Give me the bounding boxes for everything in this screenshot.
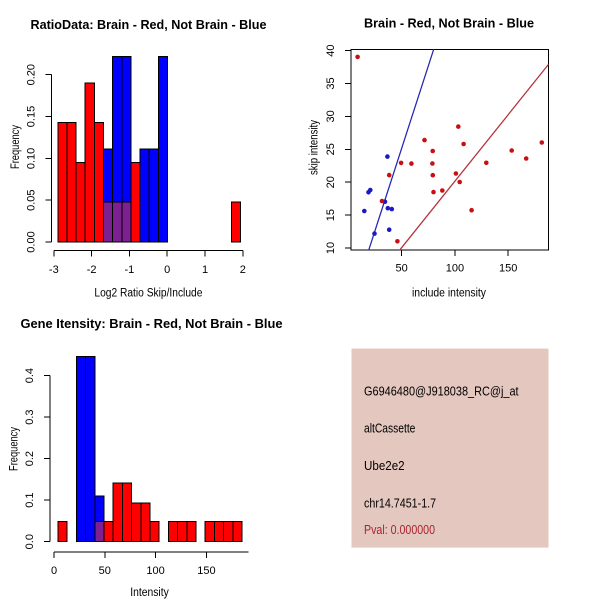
svg-text:150: 150 — [197, 565, 215, 577]
svg-text:100: 100 — [146, 565, 164, 577]
svg-text:0.10: 0.10 — [26, 148, 38, 169]
svg-text:Pval: 0.000000: Pval: 0.000000 — [364, 523, 435, 537]
svg-text:include intensity: include intensity — [412, 287, 486, 299]
svg-text:20: 20 — [325, 176, 337, 188]
svg-text:25: 25 — [325, 143, 337, 155]
svg-text:0.15: 0.15 — [26, 106, 38, 127]
svg-text:Gene Itensity: Brain - Red, No: Gene Itensity: Brain - Red, Not Brain - … — [21, 316, 283, 331]
svg-text:0.20: 0.20 — [26, 64, 38, 85]
svg-text:Intensity: Intensity — [130, 587, 169, 599]
svg-text:RatioData: Brain - Red, Not Br: RatioData: Brain - Red, Not Brain - Blue — [31, 17, 267, 32]
svg-text:Log2 Ratio Skip/Include: Log2 Ratio Skip/Include — [94, 288, 202, 300]
svg-text:100: 100 — [446, 263, 464, 275]
svg-text:Brain - Red, Not Brain - Blue: Brain - Red, Not Brain - Blue — [364, 16, 534, 31]
svg-text:1: 1 — [202, 264, 208, 276]
svg-text:30: 30 — [325, 110, 337, 122]
svg-text:-2: -2 — [87, 264, 97, 276]
svg-text:35: 35 — [325, 77, 337, 89]
svg-text:40: 40 — [325, 44, 337, 56]
svg-text:Ube2e2: Ube2e2 — [364, 459, 405, 473]
svg-text:0: 0 — [51, 565, 57, 577]
svg-text:0.2: 0.2 — [24, 451, 36, 466]
svg-text:50: 50 — [395, 263, 407, 275]
svg-text:0.4: 0.4 — [24, 368, 36, 383]
svg-text:-3: -3 — [49, 264, 59, 276]
svg-text:Frequency: Frequency — [10, 125, 22, 169]
svg-text:0.0: 0.0 — [24, 534, 36, 549]
svg-text:15: 15 — [325, 209, 337, 221]
svg-text:10: 10 — [325, 242, 337, 254]
svg-text:Frequency: Frequency — [9, 427, 21, 471]
svg-text:chr14.7451-1.7: chr14.7451-1.7 — [364, 496, 436, 510]
svg-text:50: 50 — [99, 565, 111, 577]
svg-text:skip intensity: skip intensity — [309, 120, 321, 175]
svg-text:2: 2 — [240, 264, 246, 276]
svg-text:0.00: 0.00 — [26, 231, 38, 252]
svg-text:altCassette: altCassette — [364, 422, 415, 436]
svg-text:0.1: 0.1 — [24, 493, 36, 508]
svg-text:150: 150 — [499, 263, 517, 275]
svg-text:0: 0 — [164, 264, 170, 276]
svg-text:0.3: 0.3 — [24, 409, 36, 424]
svg-text:-1: -1 — [125, 264, 135, 276]
svg-text:0.05: 0.05 — [26, 189, 38, 210]
svg-text:G6946480@J918038_RC@j_at: G6946480@J918038_RC@j_at — [364, 384, 519, 398]
